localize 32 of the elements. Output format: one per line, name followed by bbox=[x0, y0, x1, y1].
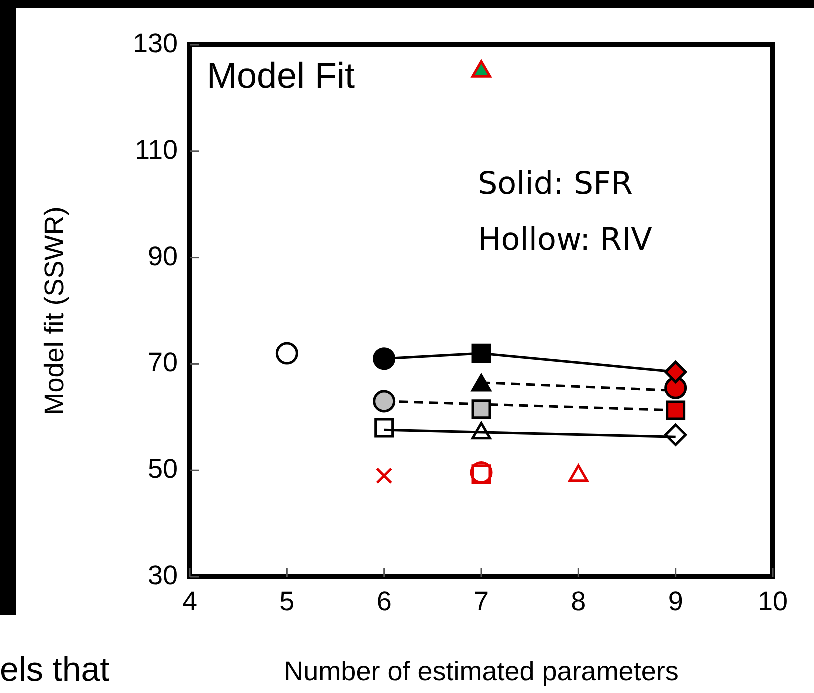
annotation: Model Fit bbox=[207, 55, 356, 97]
point bbox=[664, 424, 688, 446]
x-tick-label: 10 bbox=[758, 586, 788, 617]
y-axis-title: Model fit (SSWR) bbox=[40, 206, 70, 416]
y-tick-label: 110 bbox=[134, 134, 178, 165]
point bbox=[472, 400, 492, 420]
x-axis-title: Number of estimated parameters bbox=[284, 656, 679, 686]
x-tick-label: 5 bbox=[280, 586, 295, 617]
y-tick-label: 70 bbox=[148, 348, 178, 378]
point bbox=[374, 418, 394, 438]
y-tick-label: 130 bbox=[132, 28, 178, 58]
point bbox=[472, 464, 492, 484]
x-tick-label: 8 bbox=[571, 586, 586, 617]
text: els that bbox=[0, 651, 110, 690]
x-tick-label: 6 bbox=[376, 586, 392, 617]
y-tick-label: 30 bbox=[148, 560, 178, 590]
point bbox=[276, 342, 298, 365]
point bbox=[472, 60, 492, 78]
point bbox=[373, 348, 396, 370]
y-tick-label: 90 bbox=[148, 241, 178, 272]
point bbox=[664, 360, 688, 384]
point bbox=[373, 390, 396, 413]
point bbox=[666, 400, 686, 420]
annotation: Hollow: RIV bbox=[478, 222, 652, 258]
x-tick-label: 7 bbox=[474, 586, 490, 617]
point bbox=[664, 376, 688, 400]
point bbox=[472, 344, 492, 364]
y-tick-label: 50 bbox=[148, 454, 178, 484]
x-tick-label: 4 bbox=[182, 586, 198, 617]
annotation: Solid: SFR bbox=[478, 166, 633, 202]
x-tick-label: 9 bbox=[668, 586, 684, 617]
point bbox=[376, 468, 393, 484]
